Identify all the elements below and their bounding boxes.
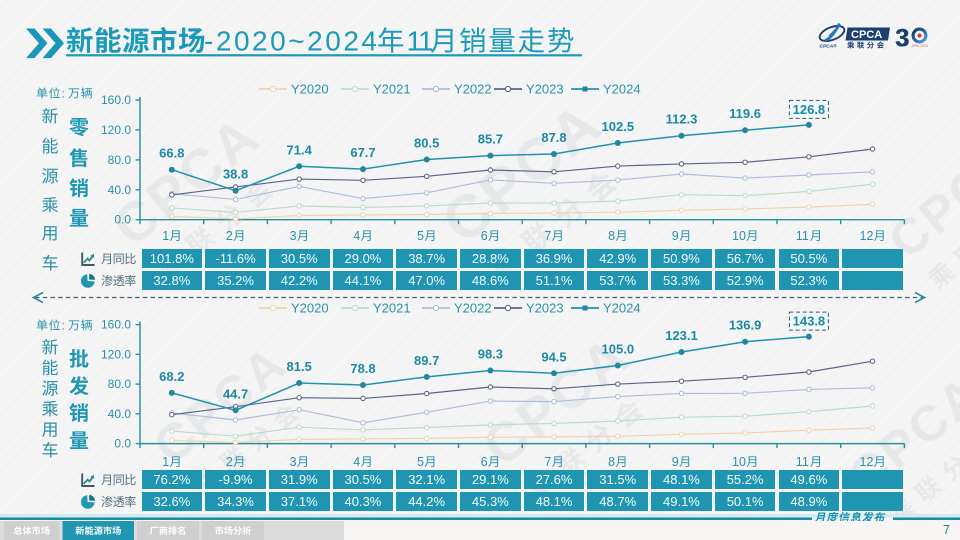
- svg-text:Y2020: Y2020: [291, 301, 329, 316]
- svg-text:8: 8: [608, 455, 615, 469]
- svg-text:CPCA: CPCA: [851, 29, 882, 41]
- svg-text:Y2024: Y2024: [603, 301, 641, 316]
- svg-text:94.5: 94.5: [541, 349, 566, 364]
- svg-text:89.7: 89.7: [414, 353, 439, 368]
- svg-text:0.0: 0.0: [114, 437, 131, 451]
- svg-text:4: 4: [353, 455, 360, 469]
- svg-text:1: 1: [407, 26, 423, 57]
- svg-text:5: 5: [417, 455, 424, 469]
- svg-text:40.0: 40.0: [108, 183, 132, 197]
- svg-text:98.3: 98.3: [478, 347, 503, 362]
- svg-text:123.1: 123.1: [665, 328, 698, 343]
- svg-text::: :: [62, 87, 65, 101]
- svg-text:9: 9: [672, 229, 679, 243]
- svg-text:Y2023: Y2023: [526, 301, 564, 316]
- svg-text:44.7: 44.7: [223, 386, 248, 401]
- svg-text:12: 12: [860, 229, 874, 243]
- svg-text:2: 2: [226, 455, 233, 469]
- svg-text:8: 8: [608, 229, 615, 243]
- svg-text:2: 2: [226, 229, 233, 243]
- svg-text:81.5: 81.5: [287, 359, 312, 374]
- svg-text:80.5: 80.5: [414, 136, 439, 151]
- svg-text:7: 7: [943, 523, 950, 537]
- svg-text:1: 1: [418, 26, 434, 57]
- svg-text:7: 7: [544, 455, 551, 469]
- svg-text:7: 7: [544, 229, 551, 243]
- svg-text:66.8: 66.8: [159, 146, 184, 161]
- svg-text:102.5: 102.5: [602, 119, 635, 134]
- svg-text:5: 5: [417, 229, 424, 243]
- svg-text:Y2021: Y2021: [373, 82, 411, 97]
- svg-text:126.8: 126.8: [793, 102, 826, 117]
- svg-text:Y2022: Y2022: [454, 301, 492, 316]
- svg-text:120.0: 120.0: [101, 123, 131, 137]
- svg-text:Y2024: Y2024: [603, 82, 641, 97]
- svg-text:112.3: 112.3: [666, 112, 698, 127]
- svg-text:Y2022: Y2022: [454, 82, 492, 97]
- svg-text:CPCA®: CPCA®: [820, 43, 838, 50]
- svg-text:0.0: 0.0: [114, 213, 131, 227]
- svg-text:12: 12: [860, 455, 874, 469]
- svg-text:11: 11: [796, 455, 809, 469]
- svg-text:3: 3: [290, 455, 297, 469]
- svg-text:9: 9: [672, 455, 679, 469]
- svg-text:1: 1: [162, 229, 169, 243]
- svg-text:3: 3: [290, 229, 297, 243]
- svg-text:160.0: 160.0: [101, 318, 131, 332]
- svg-text:Y2020: Y2020: [291, 82, 329, 97]
- svg-text:10: 10: [732, 455, 746, 469]
- svg-text:160.0: 160.0: [101, 93, 131, 107]
- svg-text:3: 3: [895, 25, 909, 53]
- svg-text:87.8: 87.8: [541, 130, 566, 145]
- svg-text:40.0: 40.0: [108, 407, 132, 421]
- svg-text:67.7: 67.7: [350, 145, 375, 160]
- svg-text:105.0: 105.0: [602, 342, 635, 357]
- svg-text:Y2023: Y2023: [526, 82, 564, 97]
- svg-text:38.8: 38.8: [223, 167, 248, 182]
- svg-text:68.2: 68.2: [159, 369, 184, 384]
- svg-text:85.7: 85.7: [478, 132, 503, 147]
- svg-text:4: 4: [353, 229, 360, 243]
- svg-text:80.0: 80.0: [108, 377, 132, 391]
- svg-text:6: 6: [481, 229, 488, 243]
- svg-text:Y2021: Y2021: [373, 301, 411, 316]
- svg-text:80.0: 80.0: [108, 153, 132, 167]
- svg-text:10: 10: [732, 229, 746, 243]
- svg-text::: :: [62, 319, 65, 333]
- svg-text:1: 1: [162, 455, 169, 469]
- svg-text:11: 11: [796, 229, 809, 243]
- svg-text:143.8: 143.8: [793, 314, 826, 329]
- svg-text:6: 6: [481, 455, 488, 469]
- svg-text:119.6: 119.6: [729, 106, 761, 121]
- svg-text:78.8: 78.8: [350, 361, 375, 376]
- svg-text:1994-2024: 1994-2024: [912, 44, 928, 48]
- svg-text:120.0: 120.0: [101, 347, 131, 361]
- svg-text:136.9: 136.9: [729, 318, 762, 333]
- svg-text:71.4: 71.4: [287, 142, 313, 157]
